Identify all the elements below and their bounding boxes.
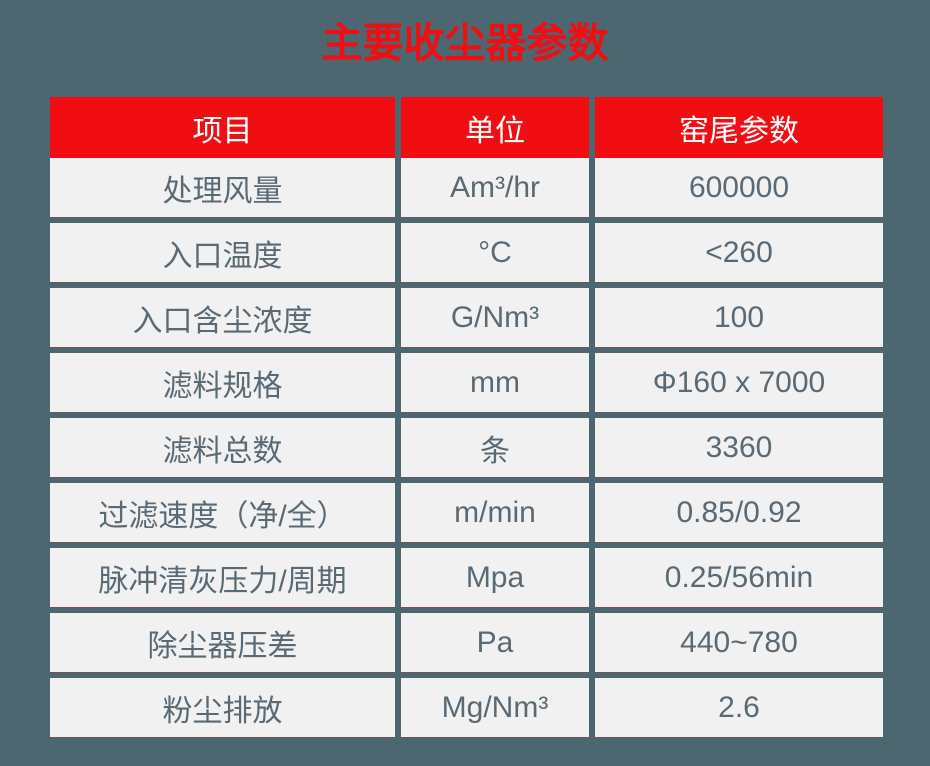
value-cell: 600000 (595, 158, 883, 217)
value-cell: 3360 (595, 418, 883, 477)
value-cell: 2.6 (595, 678, 883, 737)
value-cell: 440~780 (595, 613, 883, 672)
unit-cell: G/Nm³ (401, 288, 589, 347)
table-row: 脉冲清灰压力/周期 Mpa 0.25/56min (50, 548, 883, 607)
item-cell: 粉尘排放 (50, 678, 395, 737)
table-row: 除尘器压差 Pa 440~780 (50, 613, 883, 672)
item-cell: 入口含尘浓度 (50, 288, 395, 347)
item-cell: 过滤速度（净/全） (50, 483, 395, 542)
table-row: 滤料总数条 3360 (50, 418, 883, 477)
item-cell: 处理风量 (50, 158, 395, 217)
table-row: 过滤速度（净/全） m/min 0.85/0.92 (50, 483, 883, 542)
unit-cell: 条 (401, 418, 589, 477)
header-cell-kiln-tail-params: 窑尾参数 (595, 97, 883, 158)
item-cell: 滤料规格 (50, 353, 395, 412)
unit-cell: Mpa (401, 548, 589, 607)
value-cell: 0.85/0.92 (595, 483, 883, 542)
table-row: 粉尘排放 Mg/Nm³ 2.6 (50, 678, 883, 737)
page-title: 主要收尘器参数 (321, 20, 609, 66)
item-cell: 滤料总数 (50, 418, 395, 477)
item-cell: 脉冲清灰压力/周期 (50, 548, 395, 607)
value-cell: Φ160 x 7000 (595, 353, 883, 412)
table-row: 入口温度 °C <260 (50, 223, 883, 282)
table-row: 滤料规格 mm Φ160 x 7000 (50, 353, 883, 412)
unit-cell: °C (401, 223, 589, 282)
value-cell: <260 (595, 223, 883, 282)
table-row: 处理风量 Am³/hr 600000 (50, 158, 883, 217)
unit-cell: Mg/Nm³ (401, 678, 589, 737)
unit-cell: Am³/hr (401, 158, 589, 217)
unit-cell: m/min (401, 483, 589, 542)
header-cell-unit: 单位 (401, 97, 589, 158)
parameters-table: 项目 单位 窑尾参数 处理风量 Am³/hr 600000 入口温度 °C <260 入口含… (50, 97, 883, 737)
unit-cell: Pa (401, 613, 589, 672)
value-cell: 0.25/56min (595, 548, 883, 607)
table-body: 处理风量 Am³/hr 600000 入口温度 °C <260 入口含尘浓度 G/Nm³ 100… (50, 158, 883, 737)
item-cell: 除尘器压差 (50, 613, 395, 672)
table-row: 入口含尘浓度 G/Nm³ 100 (50, 288, 883, 347)
value-cell: 100 (595, 288, 883, 347)
item-cell: 入口温度 (50, 223, 395, 282)
table-header-row: 项目 单位 窑尾参数 (50, 97, 883, 158)
header-cell-item: 项目 (50, 97, 395, 158)
unit-cell: mm (401, 353, 589, 412)
